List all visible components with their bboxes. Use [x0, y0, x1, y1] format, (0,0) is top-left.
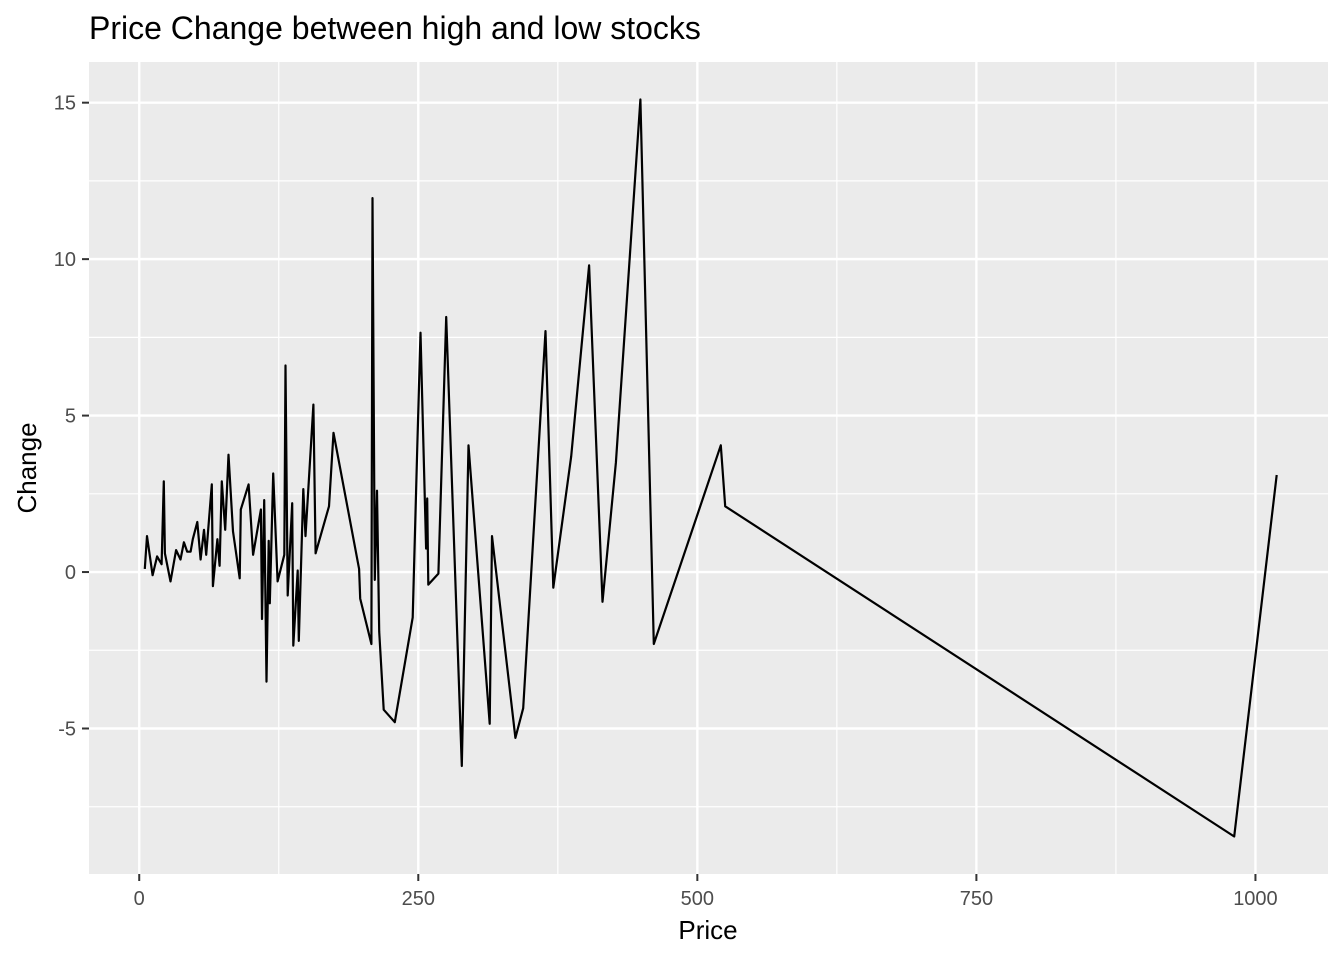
y-tick-label: 10	[54, 249, 76, 271]
x-axis-title: Price	[678, 915, 737, 945]
minor-gridlines	[89, 62, 1328, 874]
y-tick-label: 15	[54, 93, 76, 115]
x-tick-label: 250	[402, 888, 435, 910]
x-axis: 0 250 500 750 1000	[134, 874, 1278, 910]
x-tick-label: 1000	[1233, 888, 1278, 910]
x-tick-label: 500	[681, 888, 714, 910]
y-tick-label: 0	[65, 562, 76, 584]
series-layer	[143, 98, 1278, 838]
y-tick-label: 5	[65, 406, 76, 428]
series-line-1	[143, 98, 1278, 838]
y-axis-title: Change	[12, 422, 42, 513]
chart-title: Price Change between high and low stocks	[89, 10, 701, 46]
plot-panel	[89, 62, 1328, 874]
x-tick-label: 0	[134, 888, 145, 910]
y-tick-label: -5	[58, 718, 76, 740]
x-tick-label: 750	[960, 888, 993, 910]
major-gridlines	[89, 62, 1328, 874]
y-axis: -5 0 5 10 15	[54, 93, 89, 740]
